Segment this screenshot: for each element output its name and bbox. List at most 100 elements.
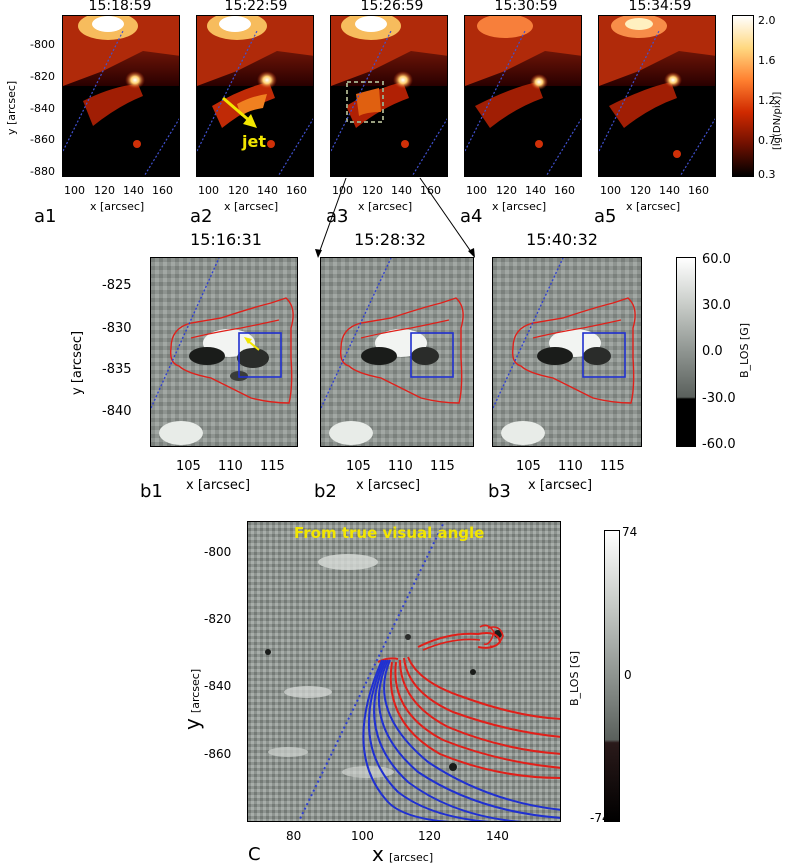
b-ytick-3: -840	[102, 404, 132, 419]
a1-xtick-1: 120	[94, 184, 115, 197]
a-ytick-2: -840	[30, 102, 55, 115]
cbb-tick-1: 30.0	[702, 298, 731, 313]
cbb-label: B_LOS [G]	[738, 322, 751, 378]
label-c: C	[248, 844, 261, 865]
time-a5: 15:34:59	[628, 0, 692, 14]
c-xtick-1: 100	[351, 829, 374, 843]
cbb-tick-0: 60.0	[702, 252, 731, 267]
c-ytick-1: -820	[204, 612, 232, 626]
b1-xtick-1: 110	[218, 459, 243, 474]
a-ytick-3: -860	[30, 133, 55, 146]
b-ytick-1: -830	[102, 321, 132, 336]
time-a4: 15:30:59	[494, 0, 558, 14]
cbb-tick-3: -30.0	[702, 391, 736, 406]
panel-a3	[330, 15, 448, 177]
panel-b3	[492, 257, 642, 447]
a5-xlabel: x [arcsec]	[626, 200, 681, 213]
c-ylabel: y	[180, 718, 204, 730]
a4-xlabel: x [arcsec]	[492, 200, 547, 213]
label-a3: a3	[326, 206, 349, 227]
b-ytick-0: -825	[102, 278, 132, 293]
b1-xtick-0: 105	[176, 459, 201, 474]
a4-xtick-0: 100	[466, 184, 487, 197]
c-ytick-3: -860	[204, 747, 232, 761]
cbc-tick-2: -74	[590, 811, 610, 825]
cba-tick-0: 2.0	[758, 14, 776, 27]
b-ytick-2: -835	[102, 362, 132, 377]
colorbar-b	[676, 257, 696, 447]
c-xlabel: x	[372, 842, 384, 866]
time-a1: 15:18:59	[88, 0, 152, 14]
a3-xtick-1: 120	[362, 184, 383, 197]
panel-a4	[464, 15, 582, 177]
a5-xtick-1: 120	[630, 184, 651, 197]
b2-xtick-2: 115	[430, 459, 455, 474]
jet-label: jet	[242, 132, 266, 151]
a2-xtick-3: 160	[286, 184, 307, 197]
panel-a1	[62, 15, 180, 177]
panel-b2	[320, 257, 474, 447]
cbb-tick-2: 0.0	[702, 344, 723, 359]
label-b2: b2	[314, 481, 337, 502]
c-xtick-2: 120	[418, 829, 441, 843]
cba-tick-2: 1.2	[758, 94, 776, 107]
b2-xtick-0: 105	[346, 459, 371, 474]
b3-xtick-1: 110	[558, 459, 583, 474]
c-xunit: [arcsec]	[388, 851, 434, 864]
panel-c: From true visual angle	[247, 521, 561, 822]
a-ytick-4: -880	[30, 165, 55, 178]
colorbar-a	[732, 15, 754, 177]
cbc-tick-1: 0	[624, 668, 632, 682]
cba-tick-4: 0.3	[758, 168, 776, 181]
colorbar-c	[604, 530, 620, 822]
panel-c-title: From true visual angle	[294, 524, 485, 542]
time-b1: 15:16:31	[190, 230, 262, 249]
a2-xlabel: x [arcsec]	[224, 200, 279, 213]
b2-xtick-1: 110	[388, 459, 413, 474]
b3-xlabel: x [arcsec]	[528, 478, 593, 493]
c-ylabel-group: y [arcsec]	[180, 669, 204, 730]
a5-xtick-0: 100	[600, 184, 621, 197]
a-ytick-1: -820	[30, 70, 55, 83]
label-b3: b3	[488, 481, 511, 502]
label-b1: b1	[140, 481, 163, 502]
b1-xtick-2: 115	[260, 459, 285, 474]
a1-xlabel: x [arcsec]	[90, 200, 145, 213]
b2-xlabel: x [arcsec]	[356, 478, 421, 493]
cbc-tick-0: 74	[622, 525, 638, 539]
c-xlabel-group: x [arcsec]	[372, 842, 433, 866]
b1-xlabel: x [arcsec]	[186, 478, 251, 493]
time-a3: 15:26:59	[360, 0, 424, 14]
a4-xtick-3: 160	[554, 184, 575, 197]
a3-xtick-3: 160	[420, 184, 441, 197]
b3-xtick-2: 115	[600, 459, 625, 474]
a4-xtick-2: 140	[525, 184, 546, 197]
cba-tick-3: 0.7	[758, 134, 776, 147]
a4-xtick-1: 120	[496, 184, 517, 197]
panel-a2: jet	[196, 15, 314, 177]
c-yunit: [arcsec]	[189, 668, 202, 714]
a3-xtick-0: 100	[332, 184, 353, 197]
a5-xtick-3: 160	[688, 184, 709, 197]
a2-xtick-1: 120	[228, 184, 249, 197]
b3-xtick-0: 105	[516, 459, 541, 474]
cba-tick-1: 1.6	[758, 54, 776, 67]
c-ytick-0: -800	[204, 545, 232, 559]
label-a4: a4	[460, 206, 483, 227]
time-b3: 15:40:32	[526, 230, 598, 249]
label-a5: a5	[594, 206, 617, 227]
c-ytick-2: -840	[204, 679, 232, 693]
a2-xtick-0: 100	[198, 184, 219, 197]
time-a2: 15:22:59	[224, 0, 288, 14]
a2-xtick-2: 140	[257, 184, 278, 197]
a-ytick-0: -800	[30, 38, 55, 51]
a3-xtick-2: 140	[391, 184, 412, 197]
a1-xtick-0: 100	[64, 184, 85, 197]
b-ylabel: y [arcsec]	[70, 330, 85, 395]
a1-xtick-2: 140	[123, 184, 144, 197]
cbb-tick-4: -60.0	[702, 437, 736, 452]
a1-xtick-3: 160	[152, 184, 173, 197]
a3-xlabel: x [arcsec]	[358, 200, 413, 213]
panel-a5	[598, 15, 716, 177]
